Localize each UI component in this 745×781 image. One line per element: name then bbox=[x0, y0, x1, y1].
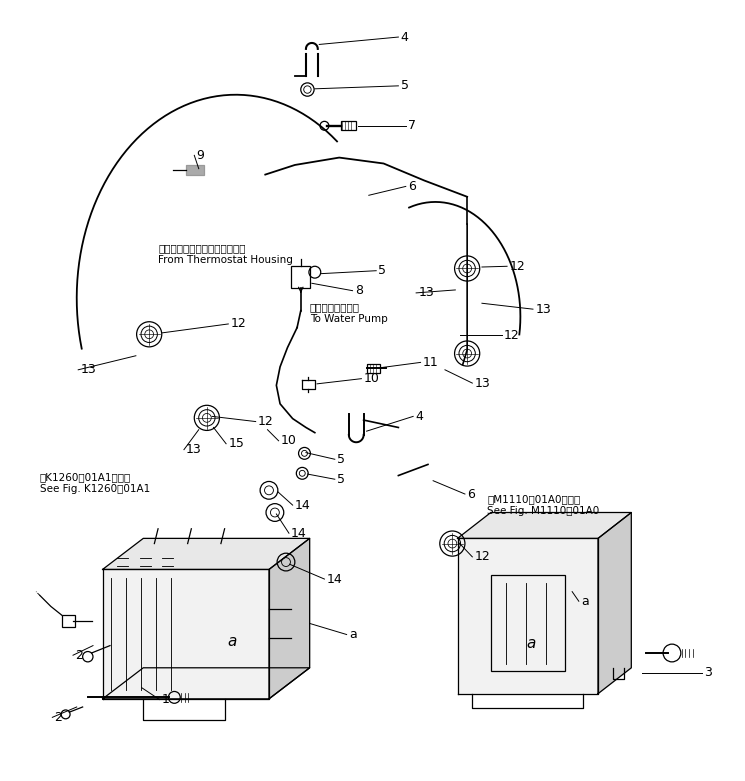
Text: 10: 10 bbox=[364, 373, 379, 385]
Text: 3: 3 bbox=[704, 666, 711, 679]
Text: a: a bbox=[526, 637, 535, 651]
Text: 12: 12 bbox=[510, 260, 525, 273]
Text: 13: 13 bbox=[475, 376, 490, 390]
Text: 第K1260－01A1図参照
See Fig. K1260－01A1: 第K1260－01A1図参照 See Fig. K1260－01A1 bbox=[39, 473, 150, 494]
Text: 6: 6 bbox=[467, 487, 475, 501]
Text: 10: 10 bbox=[281, 434, 297, 448]
Text: 6: 6 bbox=[408, 180, 416, 193]
Text: 13: 13 bbox=[80, 363, 96, 376]
Text: 14: 14 bbox=[291, 526, 307, 540]
Text: 12: 12 bbox=[230, 317, 247, 330]
Text: 2: 2 bbox=[75, 649, 83, 662]
Bar bbox=[291, 266, 311, 288]
Text: 12: 12 bbox=[475, 551, 490, 563]
Text: 12: 12 bbox=[504, 329, 520, 341]
Bar bbox=[62, 615, 75, 627]
Polygon shape bbox=[457, 512, 631, 538]
Bar bbox=[186, 165, 204, 175]
Text: サーモスタットハウジングより
From Thermostat Housing: サーモスタットハウジングより From Thermostat Housing bbox=[158, 243, 293, 265]
Text: 1: 1 bbox=[162, 693, 170, 706]
Polygon shape bbox=[269, 538, 310, 699]
Text: a: a bbox=[581, 595, 589, 608]
Text: 5: 5 bbox=[337, 473, 345, 486]
Polygon shape bbox=[103, 538, 310, 569]
Text: 8: 8 bbox=[355, 284, 363, 298]
Text: 5: 5 bbox=[378, 264, 387, 277]
Text: 14: 14 bbox=[326, 572, 343, 586]
Bar bbox=[491, 576, 565, 672]
Text: a: a bbox=[228, 634, 237, 650]
Text: 11: 11 bbox=[422, 356, 439, 369]
Polygon shape bbox=[103, 569, 269, 699]
Text: 5: 5 bbox=[337, 453, 345, 465]
Bar bbox=[341, 121, 356, 130]
Text: ウォータポンプへ
To Water Pump: ウォータポンプへ To Water Pump bbox=[310, 302, 387, 323]
Text: a: a bbox=[349, 628, 357, 641]
Polygon shape bbox=[103, 668, 310, 699]
Polygon shape bbox=[598, 512, 631, 694]
Text: 5: 5 bbox=[401, 80, 408, 92]
Bar bbox=[367, 364, 380, 373]
Text: 7: 7 bbox=[408, 119, 416, 132]
Text: 15: 15 bbox=[228, 437, 244, 450]
Text: 14: 14 bbox=[295, 498, 311, 512]
Text: 13: 13 bbox=[186, 443, 202, 456]
Text: 13: 13 bbox=[419, 287, 434, 299]
Text: 4: 4 bbox=[416, 410, 423, 423]
Text: 13: 13 bbox=[535, 303, 551, 316]
Text: 第M1110－01A0図参照
See Fig. M1110－01A0: 第M1110－01A0図参照 See Fig. M1110－01A0 bbox=[487, 494, 600, 516]
Text: 4: 4 bbox=[401, 30, 408, 44]
Text: 12: 12 bbox=[258, 415, 273, 428]
Text: 9: 9 bbox=[197, 149, 204, 162]
Polygon shape bbox=[457, 538, 598, 694]
Text: 2: 2 bbox=[54, 711, 63, 724]
